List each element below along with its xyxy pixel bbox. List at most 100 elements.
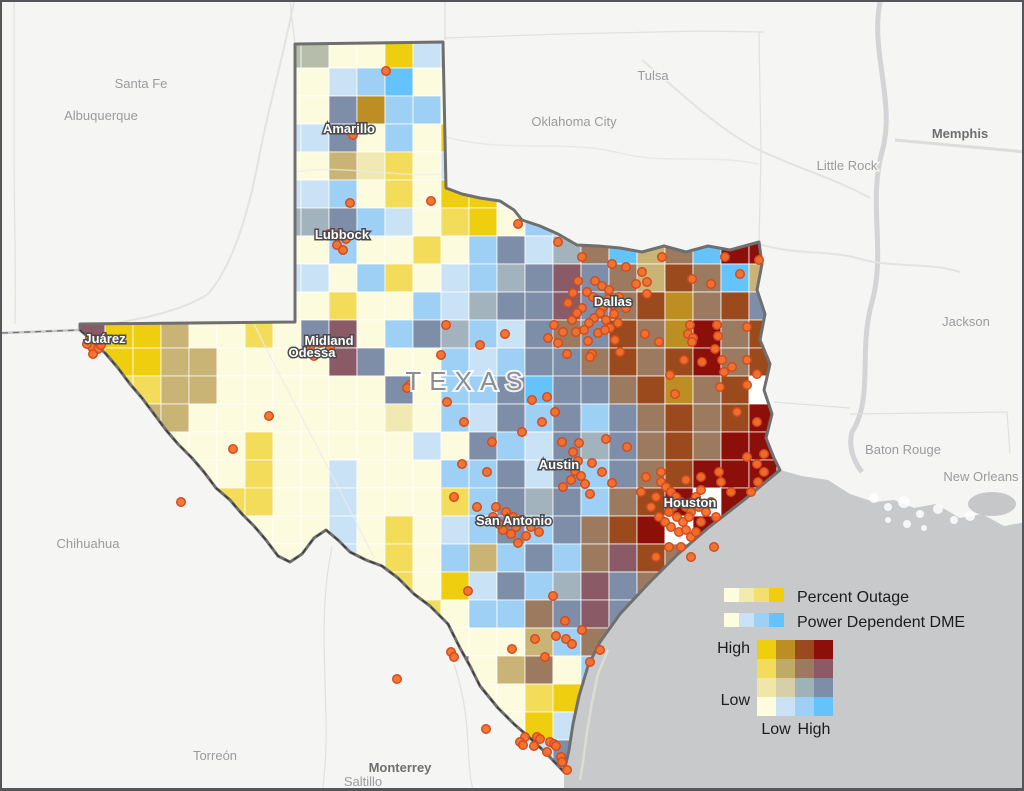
county-cell: [328, 347, 358, 377]
bivariate-grid: [757, 640, 833, 716]
county-cell: [720, 375, 750, 405]
county-cell: [300, 95, 330, 125]
city-label-map: Midland: [304, 333, 353, 348]
county-cell: [384, 431, 414, 461]
facility-dot: [550, 407, 561, 418]
facility-dot: [553, 236, 564, 247]
x-high-label: High: [797, 721, 831, 738]
facility-dot: [696, 517, 707, 528]
bivariate-cell: [757, 659, 776, 678]
county-cell: [440, 543, 470, 573]
facility-dot: [566, 475, 577, 486]
county-cell: [608, 543, 638, 573]
facility-dot: [651, 552, 662, 563]
facility-dot: [494, 519, 505, 530]
county-cell: [384, 179, 414, 209]
county-cell: [356, 42, 386, 69]
facility-dot: [516, 515, 527, 526]
city-label-context: Albuquerque: [64, 108, 138, 123]
county-cell: [384, 95, 414, 125]
facility-dot: [573, 456, 584, 467]
facility-dot: [563, 298, 574, 309]
facility-dot: [642, 277, 653, 288]
facility-dot: [530, 634, 541, 645]
county-cell: [356, 263, 386, 293]
facility-dot: [348, 129, 359, 140]
county-cell: [272, 459, 302, 489]
facility-dot: [684, 512, 695, 523]
county-cell: [412, 459, 442, 489]
county-cell: [440, 347, 470, 377]
facility-dot: [691, 527, 702, 538]
county-cell: [300, 403, 330, 433]
legend-swatch: [739, 613, 754, 627]
county-cell: [412, 67, 442, 97]
county-cell: [412, 95, 442, 125]
city-label-context: Saltillo: [344, 774, 382, 789]
county-cell: [524, 235, 554, 265]
facility-dot: [585, 489, 596, 500]
county-cell: [188, 375, 218, 405]
coastal-marsh-speckles: [869, 493, 975, 531]
county-cell: [412, 431, 442, 461]
bivariate-cell: [814, 678, 833, 697]
river-lines: [85, 2, 961, 474]
county-cell: [160, 375, 190, 405]
county-cell: [412, 403, 442, 433]
facility-dot: [641, 472, 652, 483]
county-cell: [384, 207, 414, 237]
facility-dot: [753, 477, 764, 488]
facility-dot: [576, 471, 587, 482]
facility-dot: [442, 397, 453, 408]
facility-dot: [568, 447, 579, 458]
facility-dot: [597, 467, 608, 478]
facility-dot: [610, 335, 621, 346]
county-cell: [636, 403, 666, 433]
county-cell: [524, 683, 554, 713]
facility-dot: [557, 437, 568, 448]
county-cell: [636, 375, 666, 405]
bivariate-cell: [795, 640, 814, 659]
facility-dot-layer: [81, 65, 770, 776]
map-legend: Percent Outage Power Dependent DME High …: [710, 588, 965, 739]
facility-dot: [686, 552, 697, 563]
facility-dot: [543, 333, 554, 344]
facility-dot: [657, 251, 668, 262]
facility-dot: [607, 259, 618, 270]
facility-dot: [441, 320, 452, 331]
county-cell: [356, 179, 386, 209]
county-cell: [216, 347, 246, 377]
county-cell: [384, 291, 414, 321]
facility-dot: [681, 525, 692, 536]
county-cell: [412, 263, 442, 293]
county-cell: [216, 319, 246, 349]
facility-dot: [542, 747, 553, 758]
county-cell: [468, 403, 498, 433]
bivariate-cell: [776, 697, 795, 716]
county-cell: [412, 543, 442, 573]
facility-dot: [309, 351, 320, 362]
facility-dot: [759, 449, 770, 460]
facility-dot: [687, 337, 698, 348]
county-cell: [412, 319, 442, 349]
border-line-west: [2, 328, 81, 335]
facility-dot: [573, 276, 584, 287]
county-cell: [412, 42, 442, 69]
county-cell: [552, 543, 582, 573]
facility-dot: [613, 318, 624, 329]
facility-dot: [585, 657, 596, 668]
county-cell: [384, 319, 414, 349]
county-cell: [384, 543, 414, 573]
facility-dot: [664, 507, 675, 518]
county-cell: [496, 459, 526, 489]
county-cell: [524, 263, 554, 293]
facility-dot: [175, 497, 186, 508]
county-cell: [328, 291, 358, 321]
city-label-map: Amarillo: [323, 121, 375, 136]
county-cell: [580, 487, 610, 517]
facility-dot: [457, 459, 468, 470]
facility-dot: [614, 292, 625, 303]
county-cell: [384, 487, 414, 517]
city-label-context: Tulsa: [637, 68, 669, 83]
